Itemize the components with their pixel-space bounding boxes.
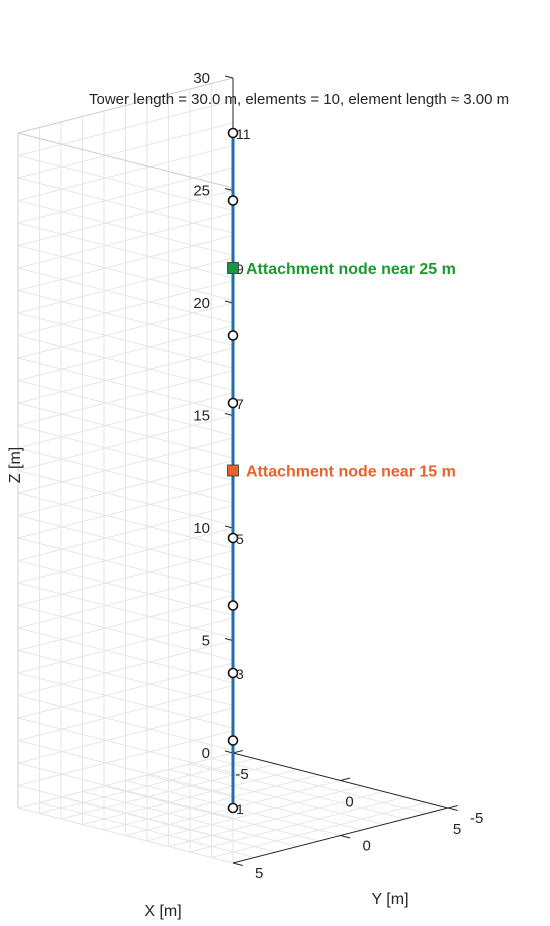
x-tick: [232, 750, 243, 754]
node-label-9: 9: [236, 261, 244, 277]
node-marker-5: [227, 532, 239, 544]
grid-line-wall-right-h: [17, 807, 234, 864]
z-tick-label: 0: [202, 745, 210, 762]
series-layer: 1 3 5 7 9 11 Attachment node near 25 m Attachme…: [227, 126, 456, 817]
grid-line-wall-right-h: [17, 402, 234, 459]
node-marker-2: [227, 735, 239, 746]
z-tick-label: 10: [193, 520, 210, 537]
node-label-5: 5: [236, 531, 244, 547]
grid-line-wall-right-h: [17, 717, 234, 774]
grid-line-wall-right-h: [17, 627, 234, 684]
grid-line-wall-right-h: [17, 515, 234, 571]
x-tick-label: 0: [345, 794, 353, 811]
y-tick: [340, 835, 351, 839]
y-tick: [447, 807, 458, 811]
grid-line-wall-right-h: [17, 155, 234, 211]
z-tick-label: 30: [193, 70, 210, 87]
grid-line-wall-right-h: [17, 560, 234, 616]
grid-line-wall-right-h: [17, 582, 234, 639]
x-tick: [447, 805, 458, 809]
grid-line-wall-right-h: [17, 335, 234, 391]
z-tick-label: 15: [193, 408, 210, 425]
y-tick: [232, 862, 243, 866]
attachment-label-2: Attachment node near 15 m: [246, 464, 456, 481]
y-tick-label: 0: [363, 838, 371, 855]
grid-line-wall-right-h: [17, 222, 234, 279]
grid-line-wall-right-h: [17, 537, 234, 594]
node-label-1: 1: [236, 801, 244, 817]
grid-line-floor-y: [168, 769, 384, 825]
grid-line-wall-right-h: [17, 492, 234, 549]
x-tick: [340, 777, 351, 781]
y-tick-label: 5: [255, 865, 263, 882]
node-marker-1: [227, 802, 239, 814]
grid-line-floor-y: [211, 758, 427, 814]
y-tick-label: -5: [470, 810, 483, 827]
grid-line-wall-right-h: [17, 290, 234, 346]
grid-line-wall-left-h: [17, 122, 234, 179]
grid-line-wall-right-h: [17, 785, 234, 841]
grid-line-wall-right-h: [17, 312, 234, 369]
grid-line-wall-left-h: [17, 100, 234, 156]
node-marker-3: [227, 667, 239, 679]
grid-line-wall-right-h: [17, 177, 234, 234]
grid-line-wall-right-h: [17, 357, 234, 414]
grid-line-wall-right-h: [17, 470, 234, 526]
z-tick-label: 25: [193, 183, 210, 200]
x-tick-label: 5: [453, 821, 461, 838]
grid-line-wall-right-h: [17, 380, 234, 436]
grid-line-wall-right-h: [17, 447, 234, 504]
node-marker-11: [227, 127, 239, 139]
grid-line-wall-right-h: [17, 605, 234, 661]
node-label-11: 11: [236, 126, 251, 142]
grid-line-wall-right-h: [17, 267, 234, 324]
x-tick-label: -5: [235, 766, 248, 783]
grid-line-wall-right-h: [17, 650, 234, 706]
z-tick-label: 20: [193, 295, 210, 312]
node-label-3: 3: [236, 666, 244, 682]
node-marker-7: [227, 397, 239, 409]
grid-line-wall-right-h: [17, 672, 234, 729]
grid-line-wall-right-h: [17, 425, 234, 481]
grid-line-wall-right-h: [17, 200, 234, 256]
z-tick: [224, 75, 234, 79]
node-marker-10: [227, 195, 239, 206]
grid-line-floor-y: [146, 774, 363, 831]
attachment-marker-1: [227, 262, 239, 274]
attachment-label-1: Attachment node near 25 m: [246, 261, 456, 278]
grid-line-wall-right-h: [17, 695, 234, 751]
grid-line-wall-right-h: [17, 740, 234, 796]
y-axis-title: Y [m]: [371, 891, 408, 908]
x-axis-title: X [m]: [144, 903, 181, 920]
attachment-marker-2: [227, 464, 239, 477]
tower-info-annotation: Tower length = 30.0 m, elements = 10, el…: [89, 91, 509, 108]
grid-line-floor-y: [189, 763, 406, 820]
box-top-edge-left: [17, 77, 234, 134]
z-axis-title: Z [m]: [7, 447, 24, 483]
box-top-edge-right: [17, 132, 234, 189]
node-label-7: 7: [236, 396, 244, 412]
node-marker-4: [227, 600, 239, 611]
grid-line-wall-right-h: [17, 245, 234, 301]
z-tick-label: 5: [202, 633, 210, 650]
node-marker-8: [227, 330, 239, 341]
grid-line-wall-right-h: [17, 762, 234, 819]
